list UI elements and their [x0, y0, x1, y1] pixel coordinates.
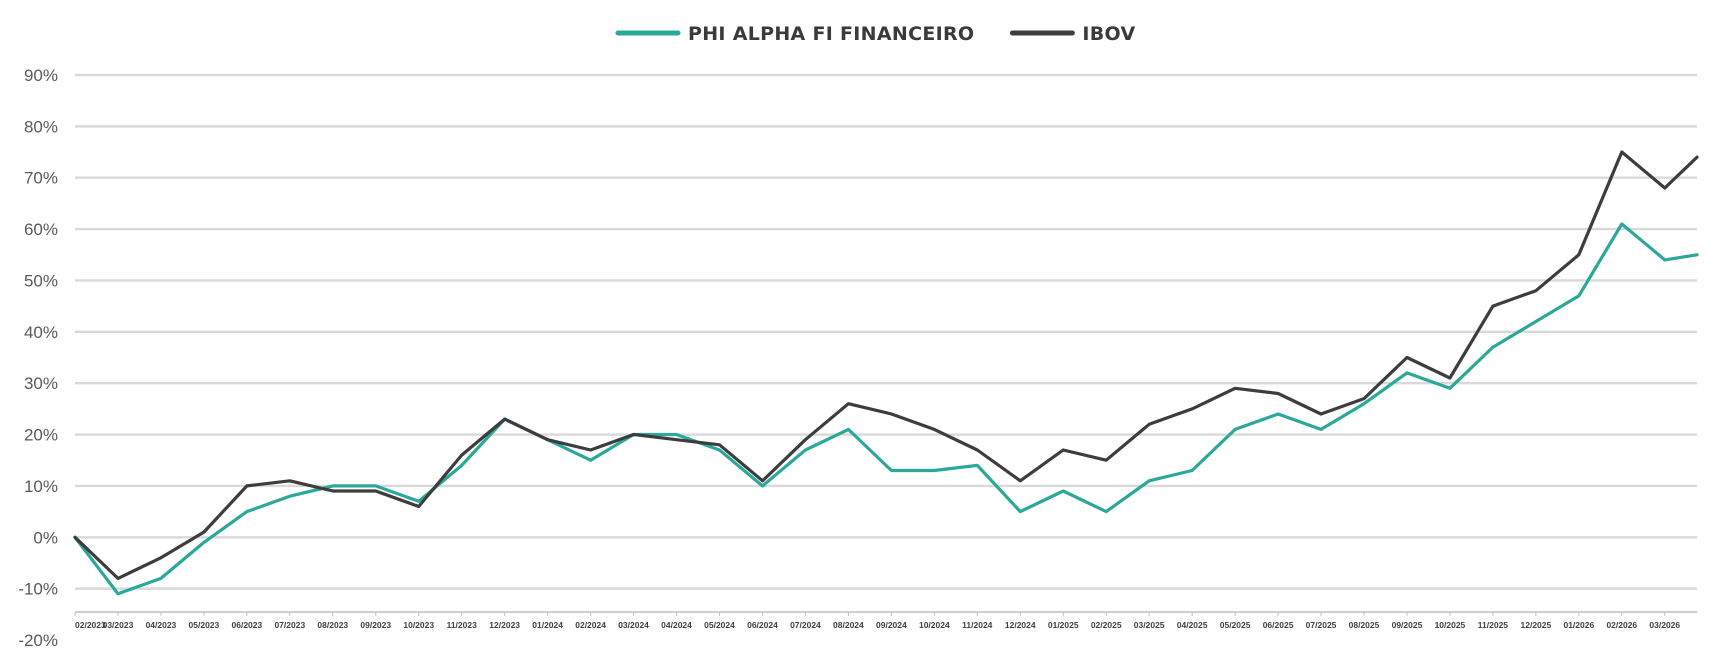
- x-tick-label: 02/2025: [1091, 620, 1122, 630]
- y-tick-label: 70%: [24, 169, 58, 188]
- x-tick-label: 11/2023: [447, 620, 478, 630]
- y-tick-label: 80%: [24, 117, 58, 136]
- x-tick-label: 02/2026: [1606, 620, 1637, 630]
- x-tick-label: 06/2025: [1263, 620, 1294, 630]
- x-tick-label: 09/2024: [876, 620, 907, 630]
- legend-label-phi-alpha-fi-financeiro: PHI ALPHA FI FINANCEIRO: [688, 23, 974, 45]
- x-tick-label: 05/2025: [1220, 620, 1251, 630]
- y-tick-label: 0%: [33, 528, 58, 547]
- x-tick-label: 01/2024: [532, 620, 563, 630]
- x-tick-label: 07/2025: [1306, 620, 1337, 630]
- series-line-ibov: [73, 150, 1699, 580]
- x-tick-label: 07/2024: [790, 620, 821, 630]
- x-tick-label: 11/2025: [1478, 620, 1509, 630]
- y-axis: -20% -10% 0% 10% 20% 30% 40% 50% 60% 70% 80% 90%: [18, 66, 58, 650]
- x-tick-label: 06/2024: [747, 620, 778, 630]
- y-tick-label: -20%: [18, 631, 58, 650]
- gridlines: [75, 73, 1697, 590]
- legend: PHI ALPHA FI FINANCEIRO IBOV: [615, 23, 1135, 45]
- x-tick-label: 12/2024: [1005, 620, 1036, 630]
- x-tick-label: 10/2023: [403, 620, 434, 630]
- x-tick-label: 08/2025: [1349, 620, 1380, 630]
- y-tick-label: -10%: [18, 580, 58, 599]
- x-tick-label: 09/2025: [1392, 620, 1423, 630]
- y-tick-label: 10%: [24, 477, 58, 496]
- legend-label-ibov: IBOV: [1082, 23, 1135, 45]
- x-tick-label: 04/2024: [661, 620, 692, 630]
- x-tick-label: 01/2025: [1048, 620, 1079, 630]
- y-tick-label: 40%: [24, 323, 58, 342]
- x-tick-label: 03/2024: [618, 620, 649, 630]
- x-tick-label: 03/2025: [1134, 620, 1165, 630]
- x-tick-label: 05/2023: [189, 620, 220, 630]
- x-tick-label: 04/2023: [146, 620, 177, 630]
- x-tick-label: 08/2023: [317, 620, 348, 630]
- x-tick-label: 02/2023: [75, 620, 106, 630]
- series-line-phi-alpha-fi-financeiro: [73, 222, 1699, 596]
- x-tick-label: 01/2026: [1563, 620, 1594, 630]
- series-group: [73, 150, 1699, 596]
- x-tick-label: 10/2024: [919, 620, 950, 630]
- y-tick-label: 60%: [24, 220, 58, 239]
- x-tick-label: 07/2023: [274, 620, 305, 630]
- x-tick-label: 12/2025: [1521, 620, 1552, 630]
- x-tick-label: 10/2025: [1435, 620, 1466, 630]
- x-tick-label: 03/2026: [1649, 620, 1680, 630]
- x-tick-label: 04/2025: [1177, 620, 1208, 630]
- x-tick-label: 08/2024: [833, 620, 864, 630]
- x-tick-label: 03/2023: [103, 620, 134, 630]
- y-tick-label: 50%: [24, 271, 58, 290]
- x-tick-label: 09/2023: [360, 620, 391, 630]
- x-tick-label: 05/2024: [704, 620, 735, 630]
- y-tick-label: 90%: [24, 66, 58, 85]
- x-tick-label: 06/2023: [232, 620, 263, 630]
- x-tick-label: 12/2023: [489, 620, 520, 630]
- y-tick-label: 30%: [24, 374, 58, 393]
- x-tick-label: 11/2024: [962, 620, 993, 630]
- x-tick-label: 02/2024: [575, 620, 606, 630]
- y-tick-label: 20%: [24, 426, 58, 445]
